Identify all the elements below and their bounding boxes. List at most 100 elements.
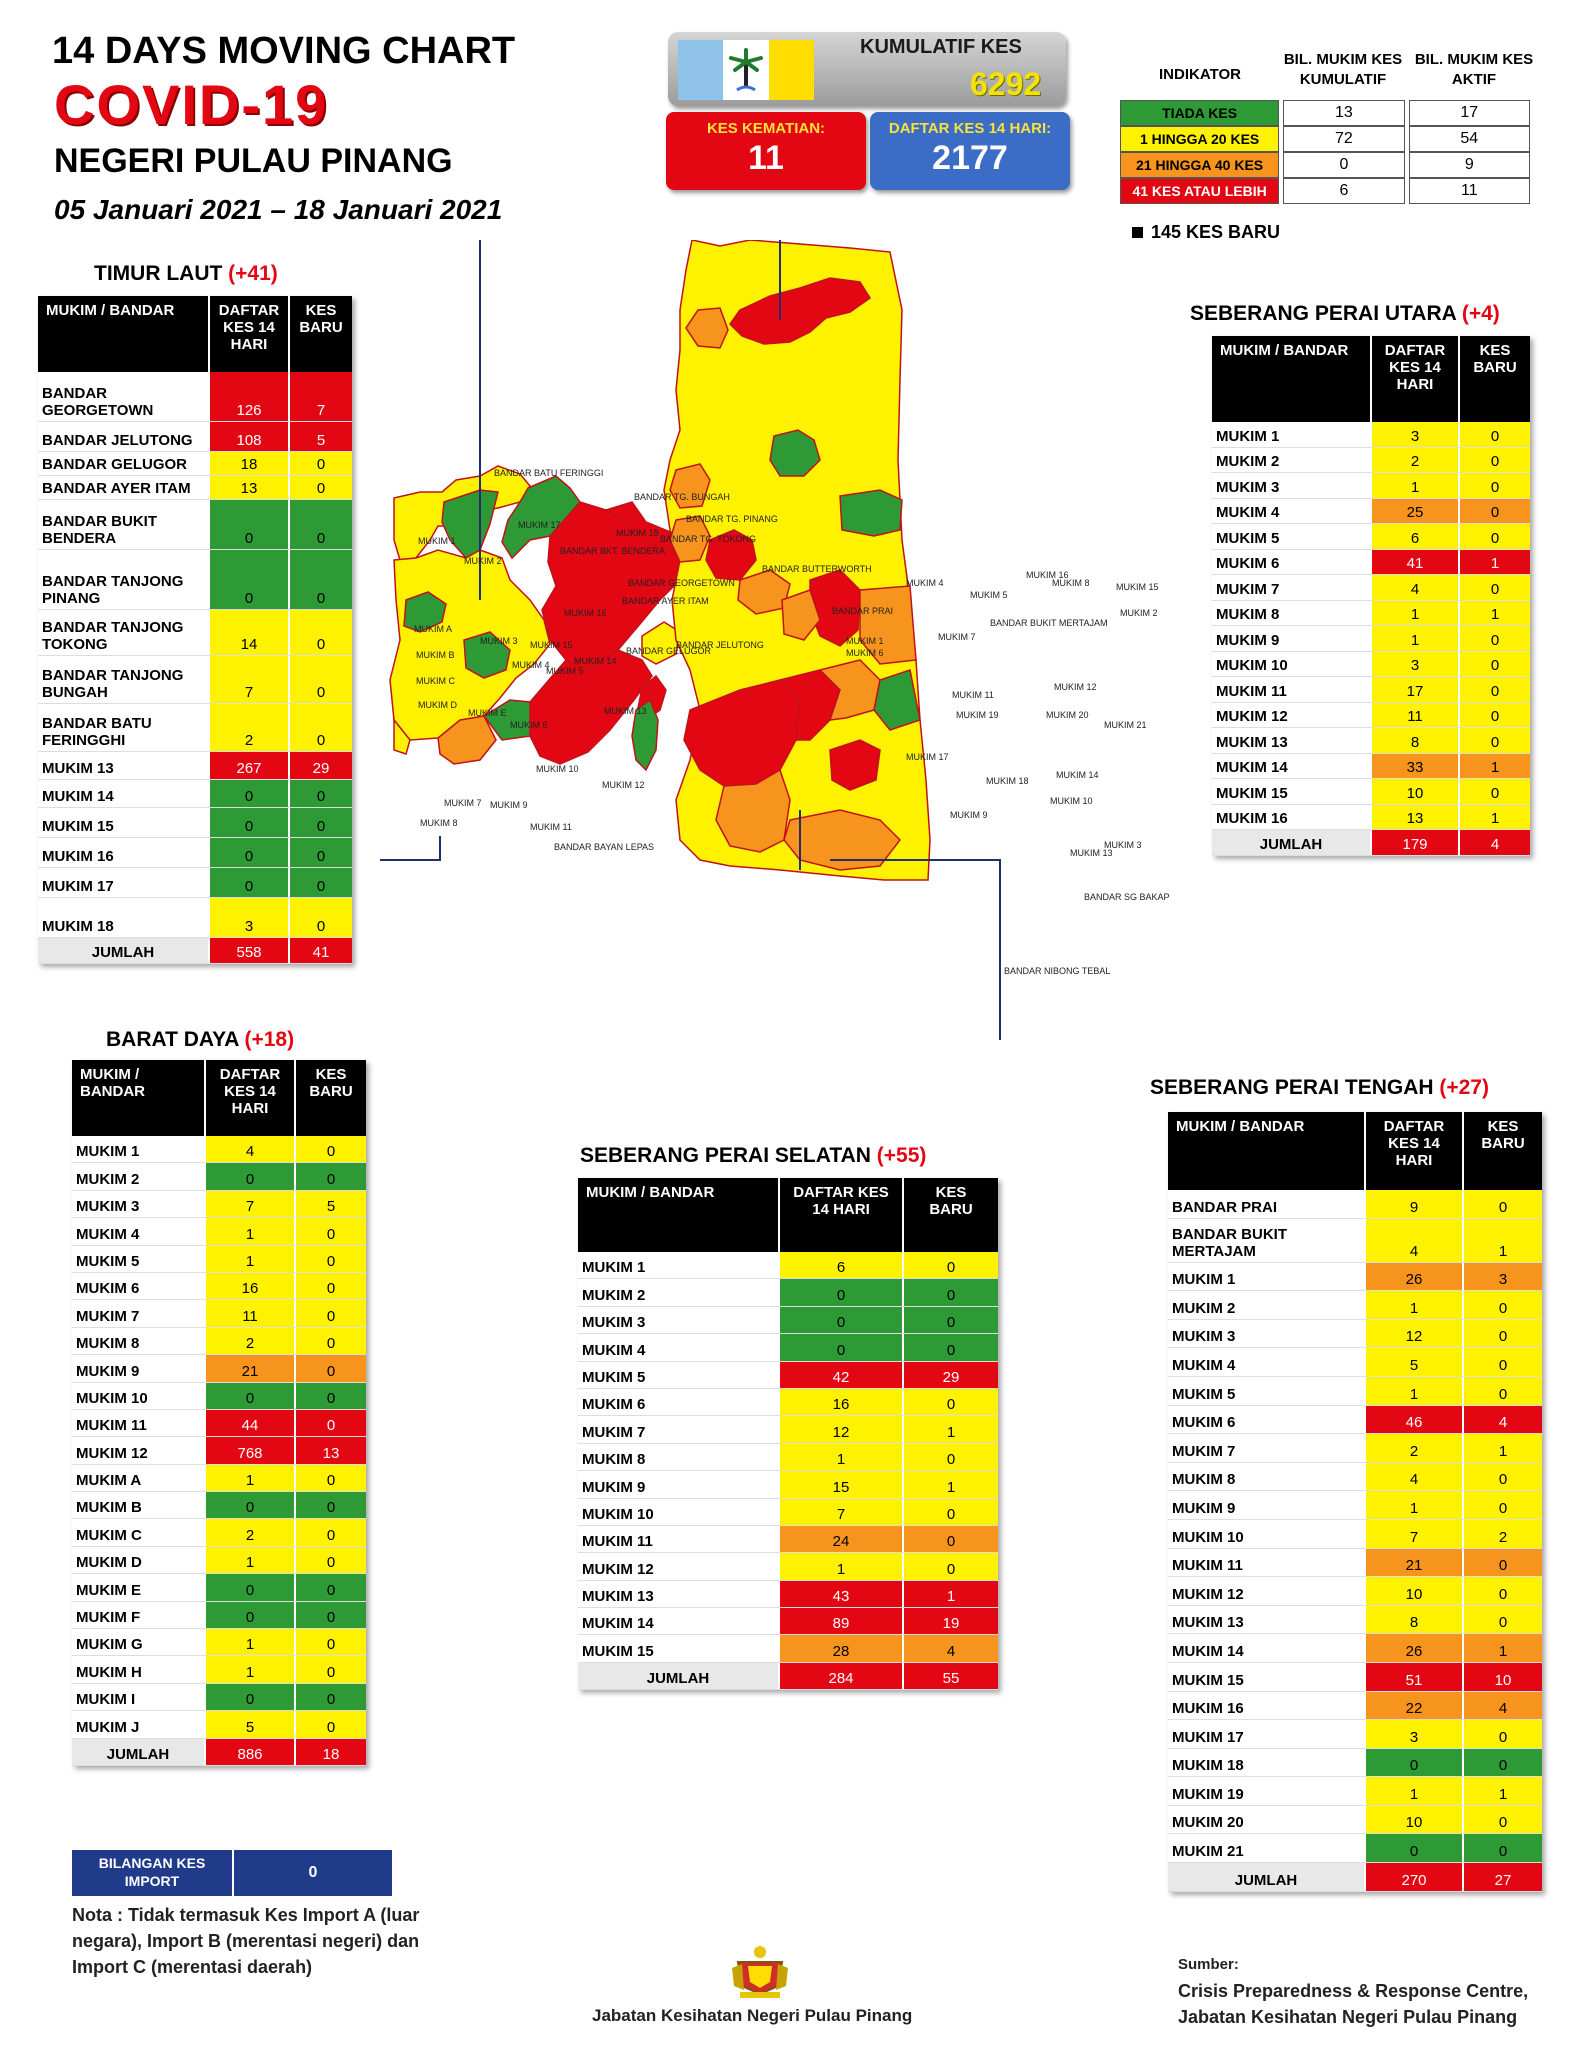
table-row: MUKIM 12 1 0 xyxy=(578,1553,998,1581)
row-name: MUKIM 11 xyxy=(1168,1548,1364,1577)
row-name: MUKIM 5 xyxy=(1212,524,1370,549)
row-14-day-cases: 1 xyxy=(778,1553,902,1580)
row-name: MUKIM 6 xyxy=(578,1388,778,1416)
table-row: MUKIM 12 11 0 xyxy=(1212,702,1530,728)
row-14-day-cases: 44 xyxy=(204,1409,294,1437)
table-row: MUKIM 19 1 1 xyxy=(1168,1777,1542,1806)
mainland-map-label: MUKIM 10 xyxy=(1050,796,1093,806)
table-row: MUKIM 14 89 19 xyxy=(578,1608,998,1636)
row-name: MUKIM 9 xyxy=(72,1355,204,1382)
mainland-map-label: MUKIM 1 xyxy=(846,636,884,646)
indicator-row: 21 HINGGA 40 KES 0 9 xyxy=(1120,152,1530,178)
row-14-day-cases: 1 xyxy=(204,1218,294,1245)
row-new-cases: 4 xyxy=(1458,830,1530,855)
row-new-cases: 0 xyxy=(1458,779,1530,804)
mainland-mukim16-orange xyxy=(859,585,917,665)
row-14-day-cases: 16 xyxy=(778,1388,902,1416)
row-new-cases: 0 xyxy=(294,1218,366,1245)
row-name: MUKIM 8 xyxy=(72,1327,204,1355)
row-name: MUKIM 4 xyxy=(578,1334,778,1361)
table-barat-daya: MUKIM / BANDAR DAFTAR KES 14 HARI KES BARU… xyxy=(72,1060,366,1766)
row-new-cases: 1 xyxy=(1462,1434,1542,1462)
row-new-cases: 0 xyxy=(1462,1548,1542,1577)
row-14-day-cases: 11 xyxy=(1370,702,1458,727)
table-row: MUKIM 16 13 1 xyxy=(1212,804,1530,830)
mainland-map-label: MUKIM 15 xyxy=(1116,582,1159,592)
row-14-day-cases: 5 xyxy=(1364,1348,1462,1376)
row-name: MUKIM 20 xyxy=(1168,1805,1364,1834)
row-14-day-cases: 2 xyxy=(204,1327,294,1355)
row-new-cases: 0 xyxy=(1462,1491,1542,1519)
row-new-cases: 0 xyxy=(1462,1748,1542,1777)
row-14-day-cases: 0 xyxy=(778,1334,902,1361)
table-row: MUKIM 18 3 0 xyxy=(38,898,352,938)
mainland-map-label: BANDAR PRAI xyxy=(832,606,894,616)
cumulative-label: KUMULATIF KES xyxy=(860,36,1022,58)
district-name: TIMUR LAUT xyxy=(94,262,223,285)
mainland-mukim6-red xyxy=(729,277,872,345)
column-header: KES BARU xyxy=(288,296,352,372)
row-name: MUKIM 9 xyxy=(1168,1491,1364,1519)
row-14-day-cases: 0 xyxy=(778,1306,902,1334)
indicator-cumulative-count: 72 xyxy=(1283,126,1405,152)
island-map-label: BANDAR BATU FERINGGI xyxy=(494,468,604,478)
row-new-cases: 0 xyxy=(1458,524,1530,549)
table-row: MUKIM 6 46 4 xyxy=(1168,1405,1542,1435)
row-14-day-cases: 24 xyxy=(778,1525,902,1553)
island-map-label: BANDAR JELUTONG xyxy=(676,640,764,650)
island-map-label: MUKIM A xyxy=(414,624,453,634)
indicator-cumulative-count: 6 xyxy=(1283,178,1405,204)
mainland-sps-green xyxy=(873,669,921,731)
table-total-row: JUMLAH 558 41 xyxy=(38,938,352,964)
row-14-day-cases: 1 xyxy=(1370,626,1458,651)
row-14-day-cases: 267 xyxy=(208,752,288,779)
row-14-day-cases: 5 xyxy=(204,1711,294,1738)
row-14-day-cases: 10 xyxy=(1370,779,1458,804)
table-row: MUKIM 6 41 1 xyxy=(1212,549,1530,575)
table-row: MUKIM 20 10 0 xyxy=(1168,1805,1542,1835)
island-green-south xyxy=(463,631,511,679)
row-name: MUKIM 6 xyxy=(1212,549,1370,574)
island-gelugor-yellow xyxy=(641,621,681,665)
row-14-day-cases: 0 xyxy=(208,808,288,837)
row-name: MUKIM 15 xyxy=(1168,1662,1364,1691)
row-14-day-cases: 10 xyxy=(1364,1805,1462,1834)
table-header: MUKIM / BANDAR DAFTAR KES 14 HARI KES BARU xyxy=(38,296,352,372)
mainland-mukim1-orange xyxy=(669,515,711,563)
row-name: JUMLAH xyxy=(578,1662,778,1690)
row-name: MUKIM 15 xyxy=(1212,779,1370,804)
header-title-line1: 14 DAYS MOVING CHART xyxy=(52,30,516,72)
penang-district-map xyxy=(380,240,1001,1040)
row-14-day-cases: 1 xyxy=(1364,1291,1462,1319)
row-new-cases: 1 xyxy=(1458,600,1530,625)
row-name: MUKIM 4 xyxy=(72,1218,204,1245)
row-14-day-cases: 1 xyxy=(204,1656,294,1683)
row-14-day-cases: 179 xyxy=(1370,830,1458,855)
island-map-label: MUKIM 16 xyxy=(564,608,607,618)
column-header: MUKIM / BANDAR xyxy=(80,1066,145,1100)
island-map-label: MUKIM 9 xyxy=(490,800,528,810)
row-14-day-cases: 2 xyxy=(1370,447,1458,472)
mainland-map-label: MUKIM 16 xyxy=(1026,570,1069,580)
table-row: MUKIM 9 15 1 xyxy=(578,1471,998,1499)
table-row: MUKIM 6 16 0 xyxy=(578,1388,998,1417)
mainland-map-label: MUKIM 13 xyxy=(1070,848,1113,858)
row-14-day-cases: 108 xyxy=(208,422,288,451)
table-seberang-perai-selatan: MUKIM / BANDAR DAFTAR KES 14 HARI KES BARU… xyxy=(578,1178,998,1691)
row-14-day-cases: 7 xyxy=(1364,1519,1462,1548)
row-new-cases: 0 xyxy=(288,610,352,655)
row-14-day-cases: 10 xyxy=(1364,1577,1462,1605)
column-header: DAFTAR KES 14 HARI xyxy=(1370,336,1458,422)
mainland-pulau-aman-green xyxy=(631,698,659,772)
table-header: MUKIM / BANDAR DAFTAR KES 14 HARI KES BARU xyxy=(72,1060,366,1136)
